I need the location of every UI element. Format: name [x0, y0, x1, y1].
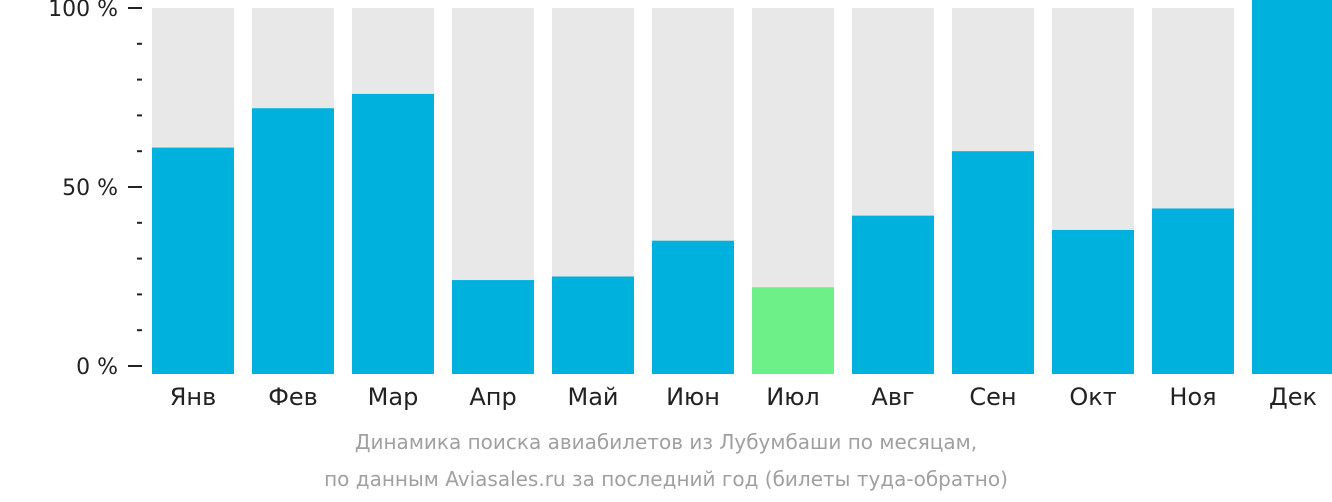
x-tick-label: Май — [567, 383, 618, 411]
x-tick-label: Янв — [170, 383, 217, 411]
chart-caption-line-1: Динамика поиска авиабилетов из Лубумбаши… — [354, 430, 978, 454]
x-tick-label: Мар — [368, 383, 419, 411]
bar — [1152, 208, 1234, 374]
bar — [1252, 0, 1332, 374]
bar — [852, 215, 934, 374]
bar — [252, 108, 334, 375]
x-tick-label: Авг — [871, 383, 914, 411]
x-tick-label: Дек — [1269, 383, 1317, 411]
bar — [1052, 229, 1134, 374]
x-tick-label: Ноя — [1169, 383, 1216, 411]
x-tick-label: Апр — [469, 383, 516, 411]
y-tick-label: 100 % — [48, 0, 118, 22]
x-tick-label: Сен — [969, 383, 1016, 411]
chart-caption-line-2: по данным Aviasales.ru за последний год … — [324, 467, 1008, 491]
x-tick-label: Окт — [1069, 383, 1116, 411]
bar — [952, 151, 1034, 374]
bar — [552, 276, 634, 374]
x-tick-label: Июл — [766, 383, 820, 411]
bar — [152, 147, 234, 374]
x-tick-label: Фев — [268, 383, 318, 411]
y-tick-label: 50 % — [62, 176, 118, 201]
y-tick-label: 0 % — [76, 355, 118, 380]
bar — [352, 93, 434, 375]
bar — [752, 287, 834, 374]
bar — [452, 280, 534, 374]
x-tick-label: Июн — [666, 383, 720, 411]
bar — [652, 240, 734, 374]
